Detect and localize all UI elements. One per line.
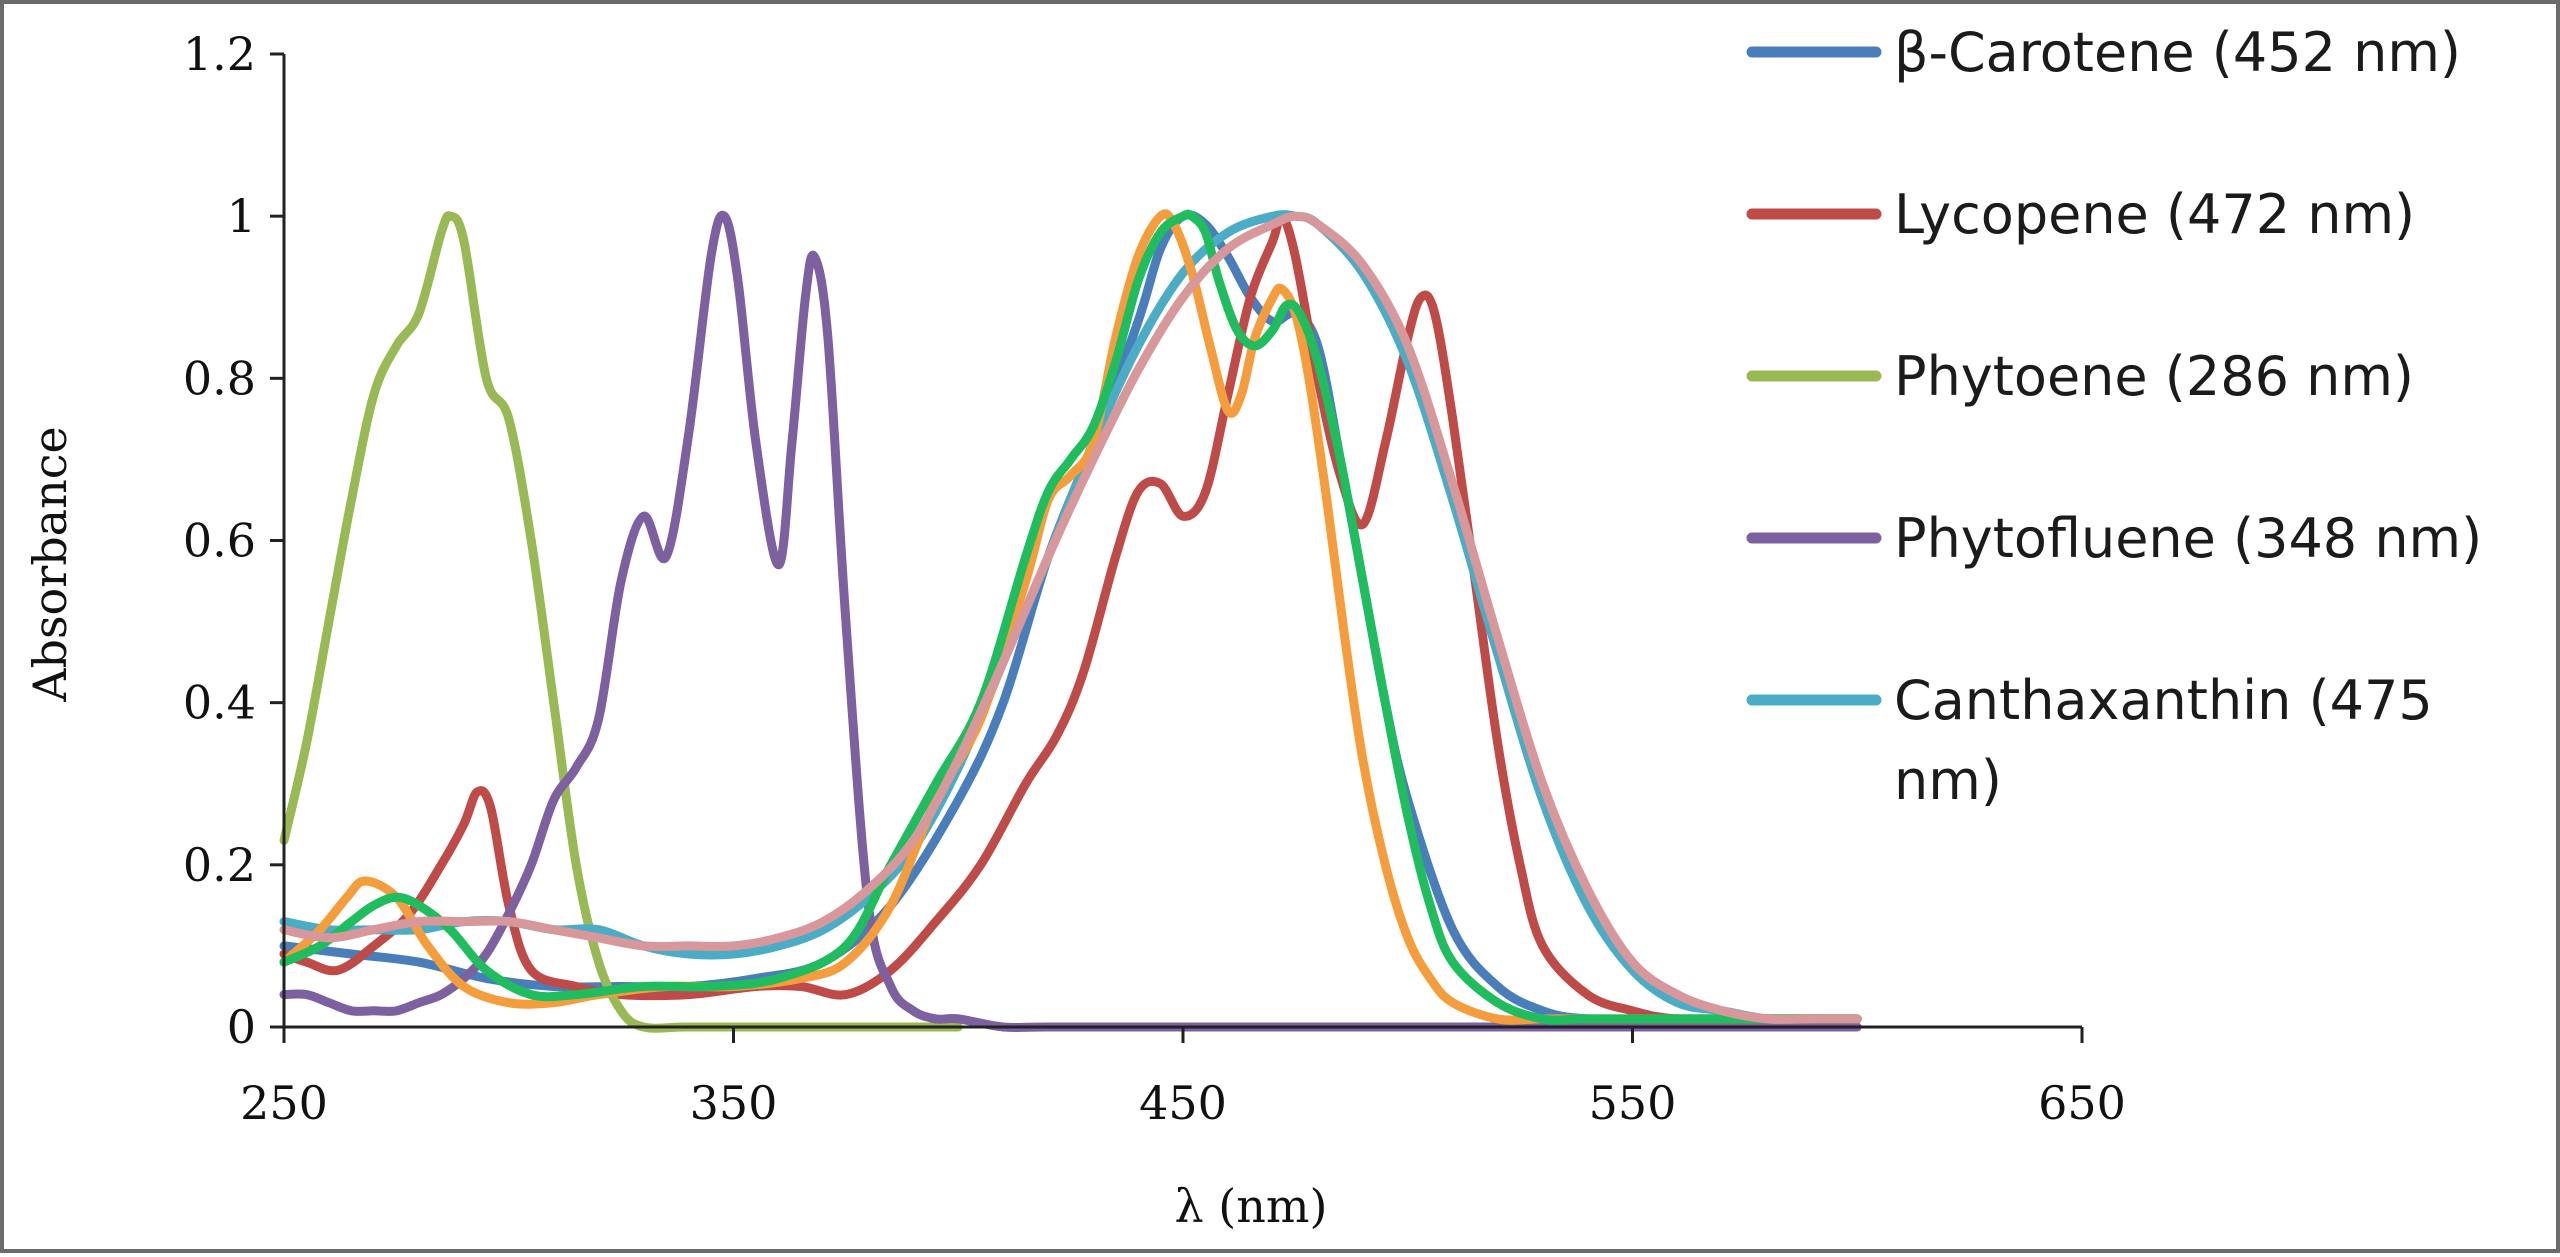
y-tick-label: 1.2: [183, 27, 256, 81]
x-axis-title: λ (nm): [1175, 1179, 1328, 1233]
legend-label: β-Carotene (452 nm): [1894, 21, 2461, 84]
y-tick-label: 0.2: [183, 838, 256, 892]
series-line-4: [279, 210, 1862, 1033]
x-ticks: 250 350 450 550 650: [240, 1027, 2126, 1130]
legend: β-Carotene (452 nm) Lycopene (472 nm) Phyt…: [1746, 21, 2482, 812]
x-tick-label: 650: [2038, 1076, 2126, 1130]
y-tick-label: 0: [227, 1000, 256, 1054]
y-tick-label: 0.6: [183, 514, 256, 568]
legend-label: nm): [1894, 749, 2002, 812]
series-line-5: [279, 210, 1862, 1024]
legend-label: Phytoene (286 nm): [1894, 345, 2414, 408]
y-axis-title: Absorbance: [23, 426, 77, 702]
plot-lines: [279, 209, 1862, 1033]
x-tick-label: 350: [690, 1076, 778, 1130]
absorbance-spectrum-chart: 0 0.2 0.4 0.6 0.8 1 1.2 250 350 450 550 650 λ (nm)…: [23, 21, 2482, 1233]
legend-label: Lycopene (472 nm): [1894, 183, 2415, 246]
y-tick-label: 0.4: [183, 676, 256, 730]
series-line-6: [279, 209, 1862, 1025]
legend-label: Phytofluene (348 nm): [1894, 507, 2482, 570]
axes: 0 0.2 0.4 0.6 0.8 1 1.2 250 350 450 550 650: [183, 27, 2126, 1130]
series-line-8: [279, 211, 1862, 1024]
legend-label: Canthaxanthin (475: [1894, 669, 2433, 732]
x-tick-label: 450: [1139, 1076, 1227, 1130]
series-line-2: [279, 211, 1862, 1024]
y-tick-label: 1: [227, 189, 256, 243]
x-tick-label: 550: [1589, 1076, 1677, 1130]
y-tick-label: 0.8: [183, 351, 256, 405]
x-tick-label: 250: [240, 1076, 328, 1130]
series-line-7: [279, 209, 1862, 1025]
y-ticks: 0 0.2 0.4 0.6 0.8 1 1.2: [183, 27, 284, 1054]
